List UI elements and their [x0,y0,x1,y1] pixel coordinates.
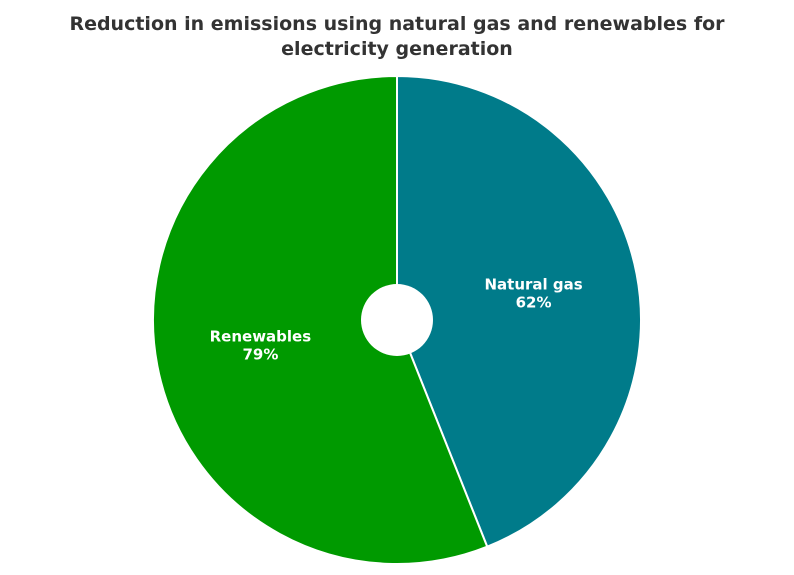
pie-slice [396,74,642,549]
slice-value-label: 62% [516,293,552,311]
slice-label: Renewables [210,328,312,346]
slice-value-label: 79% [242,346,278,364]
center-hole [361,284,433,356]
slice-label: Natural gas [484,275,582,293]
chart-title: Reduction in emissions using natural gas… [69,13,725,60]
pie-slice [152,74,489,565]
